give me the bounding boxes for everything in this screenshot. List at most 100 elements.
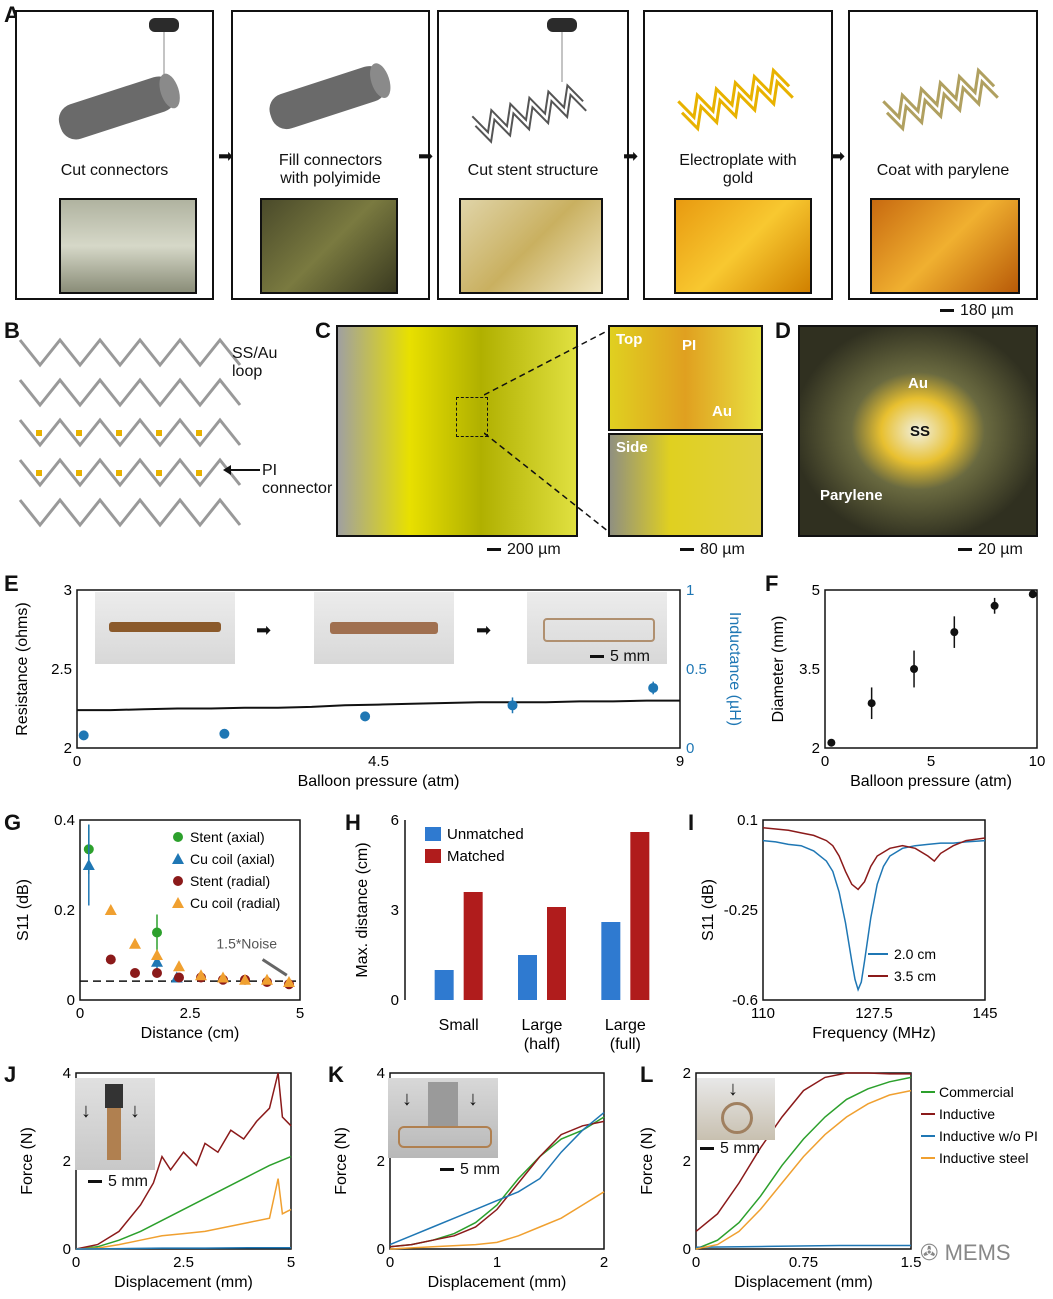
x-axis-label: Frequency (MHz) bbox=[812, 1025, 936, 1042]
legend-label: Cu coil (radial) bbox=[190, 895, 280, 911]
legend-marker bbox=[172, 853, 184, 864]
y-tick-label: 3 bbox=[391, 902, 399, 919]
inductance-point bbox=[219, 728, 230, 739]
arrow-icon: ➡ bbox=[623, 146, 639, 166]
data-point bbox=[261, 973, 273, 985]
force-curve bbox=[75, 1155, 292, 1250]
x-category-label: Large bbox=[522, 1017, 563, 1034]
panel-label-e: E bbox=[4, 571, 19, 596]
legend-label: Stent (axial) bbox=[190, 829, 265, 845]
x-tick-label: 2 bbox=[600, 1254, 608, 1271]
panel-label-b: B bbox=[4, 318, 20, 343]
x-tick-label: 110 bbox=[751, 1005, 775, 1022]
y2-axis-label: Inductance (µH) bbox=[726, 612, 743, 726]
step-label-1: Cut connectors bbox=[60, 162, 169, 179]
y-tick-label: 4 bbox=[63, 1065, 71, 1082]
zoom-box bbox=[456, 397, 488, 437]
arrow-icon: ➡ bbox=[476, 620, 492, 640]
side-label: Side bbox=[616, 439, 648, 456]
x-axis-label: Balloon pressure (atm) bbox=[850, 773, 1012, 790]
bar bbox=[601, 922, 621, 1000]
y-axis-label: Force (N) bbox=[640, 1127, 656, 1195]
diameter-point bbox=[867, 699, 876, 708]
tube-filled-icon bbox=[269, 63, 391, 130]
y-tick-label: 3 bbox=[64, 582, 72, 599]
x-category-label: Large bbox=[605, 1017, 646, 1034]
photo-polyimide bbox=[260, 198, 398, 294]
arrow-icon: ➡ bbox=[830, 146, 846, 166]
y-axis-label: S11 (dB) bbox=[15, 879, 32, 941]
inductance-point bbox=[78, 730, 89, 741]
legend-label: Matched bbox=[447, 848, 505, 865]
legend-swatch bbox=[425, 849, 441, 863]
panel-label-k: K bbox=[328, 1062, 344, 1087]
chart-e: 0 4.5 9 2 2.5 3 Balloon pressure (atm) Resistan… bbox=[14, 582, 743, 790]
step-label-3: Cut stent structure bbox=[467, 162, 599, 179]
photo-j: ↓ ↓ bbox=[75, 1078, 155, 1170]
x-axis-label: Displacement (mm) bbox=[428, 1274, 567, 1291]
force-curve bbox=[389, 1112, 605, 1246]
y-axis-label: Resistance (ohms) bbox=[14, 602, 31, 735]
bar bbox=[434, 970, 454, 1000]
x-tick-label: 0 bbox=[72, 1254, 80, 1271]
diameter-point bbox=[990, 601, 999, 610]
y-tick-label: 0.4 bbox=[54, 812, 75, 829]
chart-l: 0 0.75 1.5 0 2 2 Displacement (mm) Force (N) Com… bbox=[640, 1065, 1038, 1291]
noise-label: 1.5*Noise bbox=[216, 935, 277, 951]
force-curve bbox=[695, 1072, 911, 1232]
x-axis-label: Displacement (mm) bbox=[114, 1274, 253, 1291]
scale-bar-d: 20 µm bbox=[958, 541, 1023, 559]
legend-label: Inductive steel bbox=[939, 1150, 1029, 1166]
x-tick-label: 0 bbox=[692, 1254, 700, 1271]
au-label-d: Au bbox=[908, 375, 928, 392]
connector-label: PI connector bbox=[262, 462, 333, 497]
plot-frame bbox=[762, 819, 986, 1001]
x-axis-label: Distance (cm) bbox=[141, 1025, 240, 1042]
resistance-line bbox=[77, 699, 680, 712]
chart-f: 0 5 10 2 3.5 5 Balloon pressure (atm) Diameter … bbox=[770, 582, 1046, 790]
y-tick-label: 0 bbox=[683, 1241, 691, 1258]
y2-tick-label: 0.5 bbox=[686, 661, 707, 678]
y-tick-label: 0 bbox=[391, 992, 399, 1009]
x-tick-label: 0 bbox=[73, 753, 81, 770]
x-tick-label: 2.5 bbox=[173, 1254, 194, 1271]
data-point bbox=[283, 976, 295, 987]
force-curve bbox=[695, 1244, 911, 1248]
photo-e-3 bbox=[527, 592, 667, 664]
step-box-2: Fill connectors with polyimide bbox=[231, 10, 430, 300]
y-tick-label: 2 bbox=[63, 1153, 71, 1170]
series-line bbox=[762, 839, 986, 992]
x-tick-label: 4.5 bbox=[368, 753, 389, 770]
scale-bar-c-inset: 80 µm bbox=[680, 541, 745, 559]
data-point bbox=[151, 955, 163, 967]
plot-frame bbox=[695, 1072, 912, 1250]
force-curve bbox=[389, 1120, 605, 1248]
y-tick-label: 3.5 bbox=[799, 661, 820, 678]
inductance-point bbox=[648, 682, 659, 693]
parylene-stent-icon bbox=[882, 67, 999, 132]
force-curve bbox=[75, 1072, 292, 1250]
data-point bbox=[105, 954, 116, 965]
x-axis-label: Balloon pressure (atm) bbox=[298, 773, 460, 790]
arrow-icon: ➡ bbox=[256, 620, 272, 640]
step-box-1: Cut connectors bbox=[15, 10, 214, 300]
stent-structure-icon bbox=[471, 18, 587, 144]
y-axis-label: Force (N) bbox=[19, 1127, 36, 1195]
scale-bar-a: 180 µm bbox=[940, 302, 1014, 320]
photo-stent bbox=[459, 198, 603, 294]
chart-i: 110 127.5 145 -0.6 -0.25 0.1 Frequency (MHz) S1… bbox=[700, 812, 998, 1042]
force-curve bbox=[695, 1076, 912, 1250]
legend-swatch bbox=[425, 827, 441, 841]
gold-stent-icon bbox=[677, 67, 794, 132]
arrow-icon: ➡ bbox=[218, 146, 234, 166]
y-tick-label: 2 bbox=[812, 740, 820, 757]
scale-bar-e: 5 mm bbox=[590, 648, 650, 666]
parylene-label: Parylene bbox=[820, 487, 883, 504]
data-point bbox=[173, 960, 185, 972]
x-tick-label: 10 bbox=[1029, 753, 1046, 770]
y-tick-label: 0 bbox=[67, 992, 75, 1009]
y-tick-label: 4 bbox=[377, 1065, 385, 1082]
y-axis-label: Diameter (mm) bbox=[770, 616, 787, 723]
y-tick-label: -0.25 bbox=[724, 902, 758, 919]
inductance-point bbox=[507, 700, 518, 711]
